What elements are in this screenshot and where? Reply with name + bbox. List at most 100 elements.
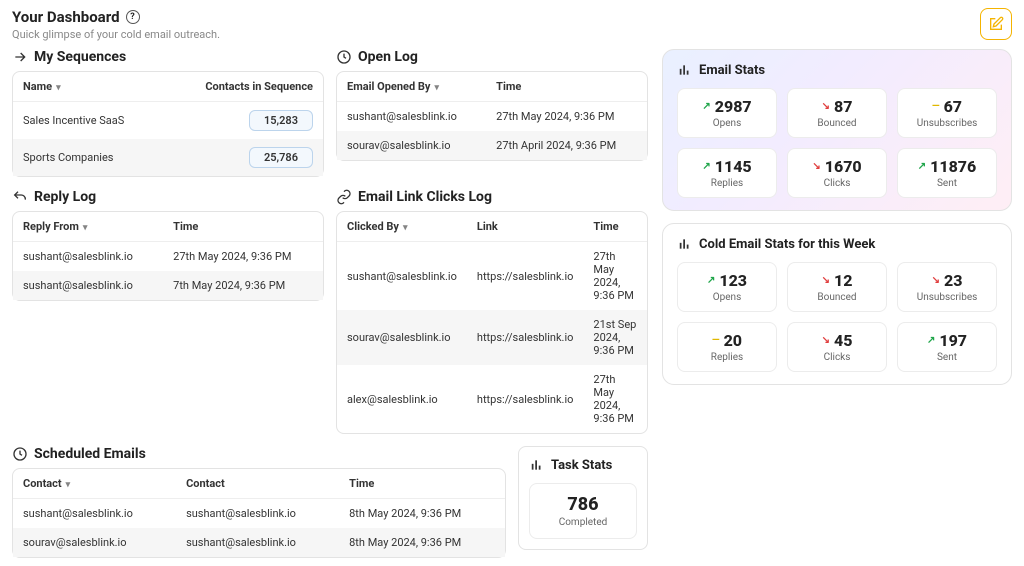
cell-time: 27th May 2024, 9:36 PM [583,365,647,433]
cell-time: 7th May 2024, 9:36 PM [163,271,323,300]
stat-box: ↗197Sent [897,322,997,372]
clock-icon [336,49,352,65]
edit-dashboard-button[interactable] [980,8,1012,40]
table-row[interactable]: sourav@salesblink.iosushant@salesblink.i… [13,528,505,557]
stat-value: 11876 [930,157,976,176]
arrow-icon [12,49,28,65]
cell-time: 8th May 2024, 9:36 PM [339,528,505,557]
bars-icon [677,62,693,78]
cell-c1: sushant@salesblink.io [13,499,176,529]
stat-value: 123 [719,271,747,290]
stat-label: Replies [684,352,770,363]
clicks-log-title: Email Link Clicks Log [358,189,492,205]
cell-by: alex@salesblink.io [337,365,467,433]
cell-time: 27th May 2024, 9:36 PM [486,102,647,132]
cell-link: https://salesblink.io [467,242,584,311]
email-stats-title: Email Stats [699,63,765,78]
stat-label: Opens [684,118,770,129]
table-row[interactable]: sourav@salesblink.iohttps://salesblink.i… [337,310,647,365]
cell-link: https://salesblink.io [467,310,584,365]
table-row[interactable]: Sports Companies25,786 [13,139,323,176]
table-row[interactable]: sushant@salesblink.io27th May 2024, 9:36… [13,242,323,272]
table-row[interactable]: alex@salesblink.iohttps://salesblink.io2… [337,365,647,433]
reply-icon [12,189,28,205]
cell-time: 27th May 2024, 9:36 PM [583,242,647,311]
stat-label: Sent [904,352,990,363]
page-subtitle: Quick glimpse of your cold email outreac… [12,28,220,41]
help-icon[interactable]: ? [126,10,140,24]
cell-by: sushant@salesblink.io [337,102,486,132]
stat-box: ↗1145Replies [677,148,777,198]
table-row[interactable]: sushant@salesblink.iohttps://salesblink.… [337,242,647,311]
page-title: Your Dashboard [12,8,120,26]
task-value: 786 [536,494,630,515]
bars-icon [677,236,693,252]
stat-label: Sent [904,178,990,189]
col-click-time: Time [583,212,647,242]
cell-time: 27th April 2024, 9:36 PM [486,131,647,160]
stat-value: 12 [834,271,852,290]
col-opened-by[interactable]: Email Opened By▾ [337,72,486,102]
cell-time: 8th May 2024, 9:36 PM [339,499,505,529]
table-row[interactable]: Sales Incentive SaaS15,283 [13,102,323,140]
col-open-time: Time [486,72,647,102]
stat-label: Bounced [794,292,880,303]
link-icon [336,189,352,205]
stat-label: Unsubscribes [904,118,990,129]
col-name[interactable]: Name▾ [13,72,164,102]
scheduled-title: Scheduled Emails [34,446,146,462]
cell-c1: sourav@salesblink.io [13,528,176,557]
cell-by: sourav@salesblink.io [337,131,486,160]
table-row[interactable]: sushant@salesblink.io7th May 2024, 9:36 … [13,271,323,300]
col-clicked-by[interactable]: Clicked By▾ [337,212,467,242]
cell-time: 27th May 2024, 9:36 PM [163,242,323,272]
stat-value: 45 [834,331,852,350]
table-row[interactable]: sushant@salesblink.iosushant@salesblink.… [13,499,505,529]
stat-box: ↘23Unsubscribes [897,262,997,312]
stat-label: Unsubscribes [904,292,990,303]
cell-from: sushant@salesblink.io [13,271,163,300]
open-log-title: Open Log [358,49,418,65]
stat-label: Clicks [794,178,880,189]
stat-value: 23 [944,271,962,290]
col-sched-c2: Contact [176,469,339,499]
cell-c2: sushant@salesblink.io [176,499,339,529]
stat-value: 1670 [825,157,862,176]
clock-icon [12,446,28,462]
week-stats-title: Cold Email Stats for this Week [699,237,875,252]
col-reply-from[interactable]: Reply From▾ [13,212,163,242]
cell-by: sourav@salesblink.io [337,310,467,365]
col-sched-time: Time [339,469,505,499]
stat-label: Opens [684,292,770,303]
stat-box: —20Replies [677,322,777,372]
stat-box: ↗2987Opens [677,88,777,138]
seq-name: Sports Companies [13,139,164,176]
stat-box: ↗11876Sent [897,148,997,198]
stat-box: —67Unsubscribes [897,88,997,138]
stat-value: 87 [834,97,852,116]
col-reply-time: Time [163,212,323,242]
stat-label: Bounced [794,118,880,129]
stat-value: 67 [944,97,962,116]
stat-value: 197 [939,331,967,350]
task-label: Completed [536,517,630,528]
stat-box: ↘45Clicks [787,322,887,372]
table-row[interactable]: sushant@salesblink.io27th May 2024, 9:36… [337,102,647,132]
col-link: Link [467,212,584,242]
col-contacts: Contacts in Sequence [164,72,323,102]
stat-value: 2987 [715,97,752,116]
stat-box: ↘87Bounced [787,88,887,138]
bars-icon [529,457,545,473]
my-sequences-title: My Sequences [34,49,126,65]
stat-label: Clicks [794,352,880,363]
cell-from: sushant@salesblink.io [13,242,163,272]
col-sched-c1[interactable]: Contact▾ [13,469,176,499]
table-row[interactable]: sourav@salesblink.io27th April 2024, 9:3… [337,131,647,160]
seq-count: 15,283 [164,102,323,140]
cell-c2: sushant@salesblink.io [176,528,339,557]
stat-label: Replies [684,178,770,189]
stat-box: ↗123Opens [677,262,777,312]
stat-value: 1145 [715,157,752,176]
stat-box: ↘1670Clicks [787,148,887,198]
task-stats-title: Task Stats [551,458,612,473]
